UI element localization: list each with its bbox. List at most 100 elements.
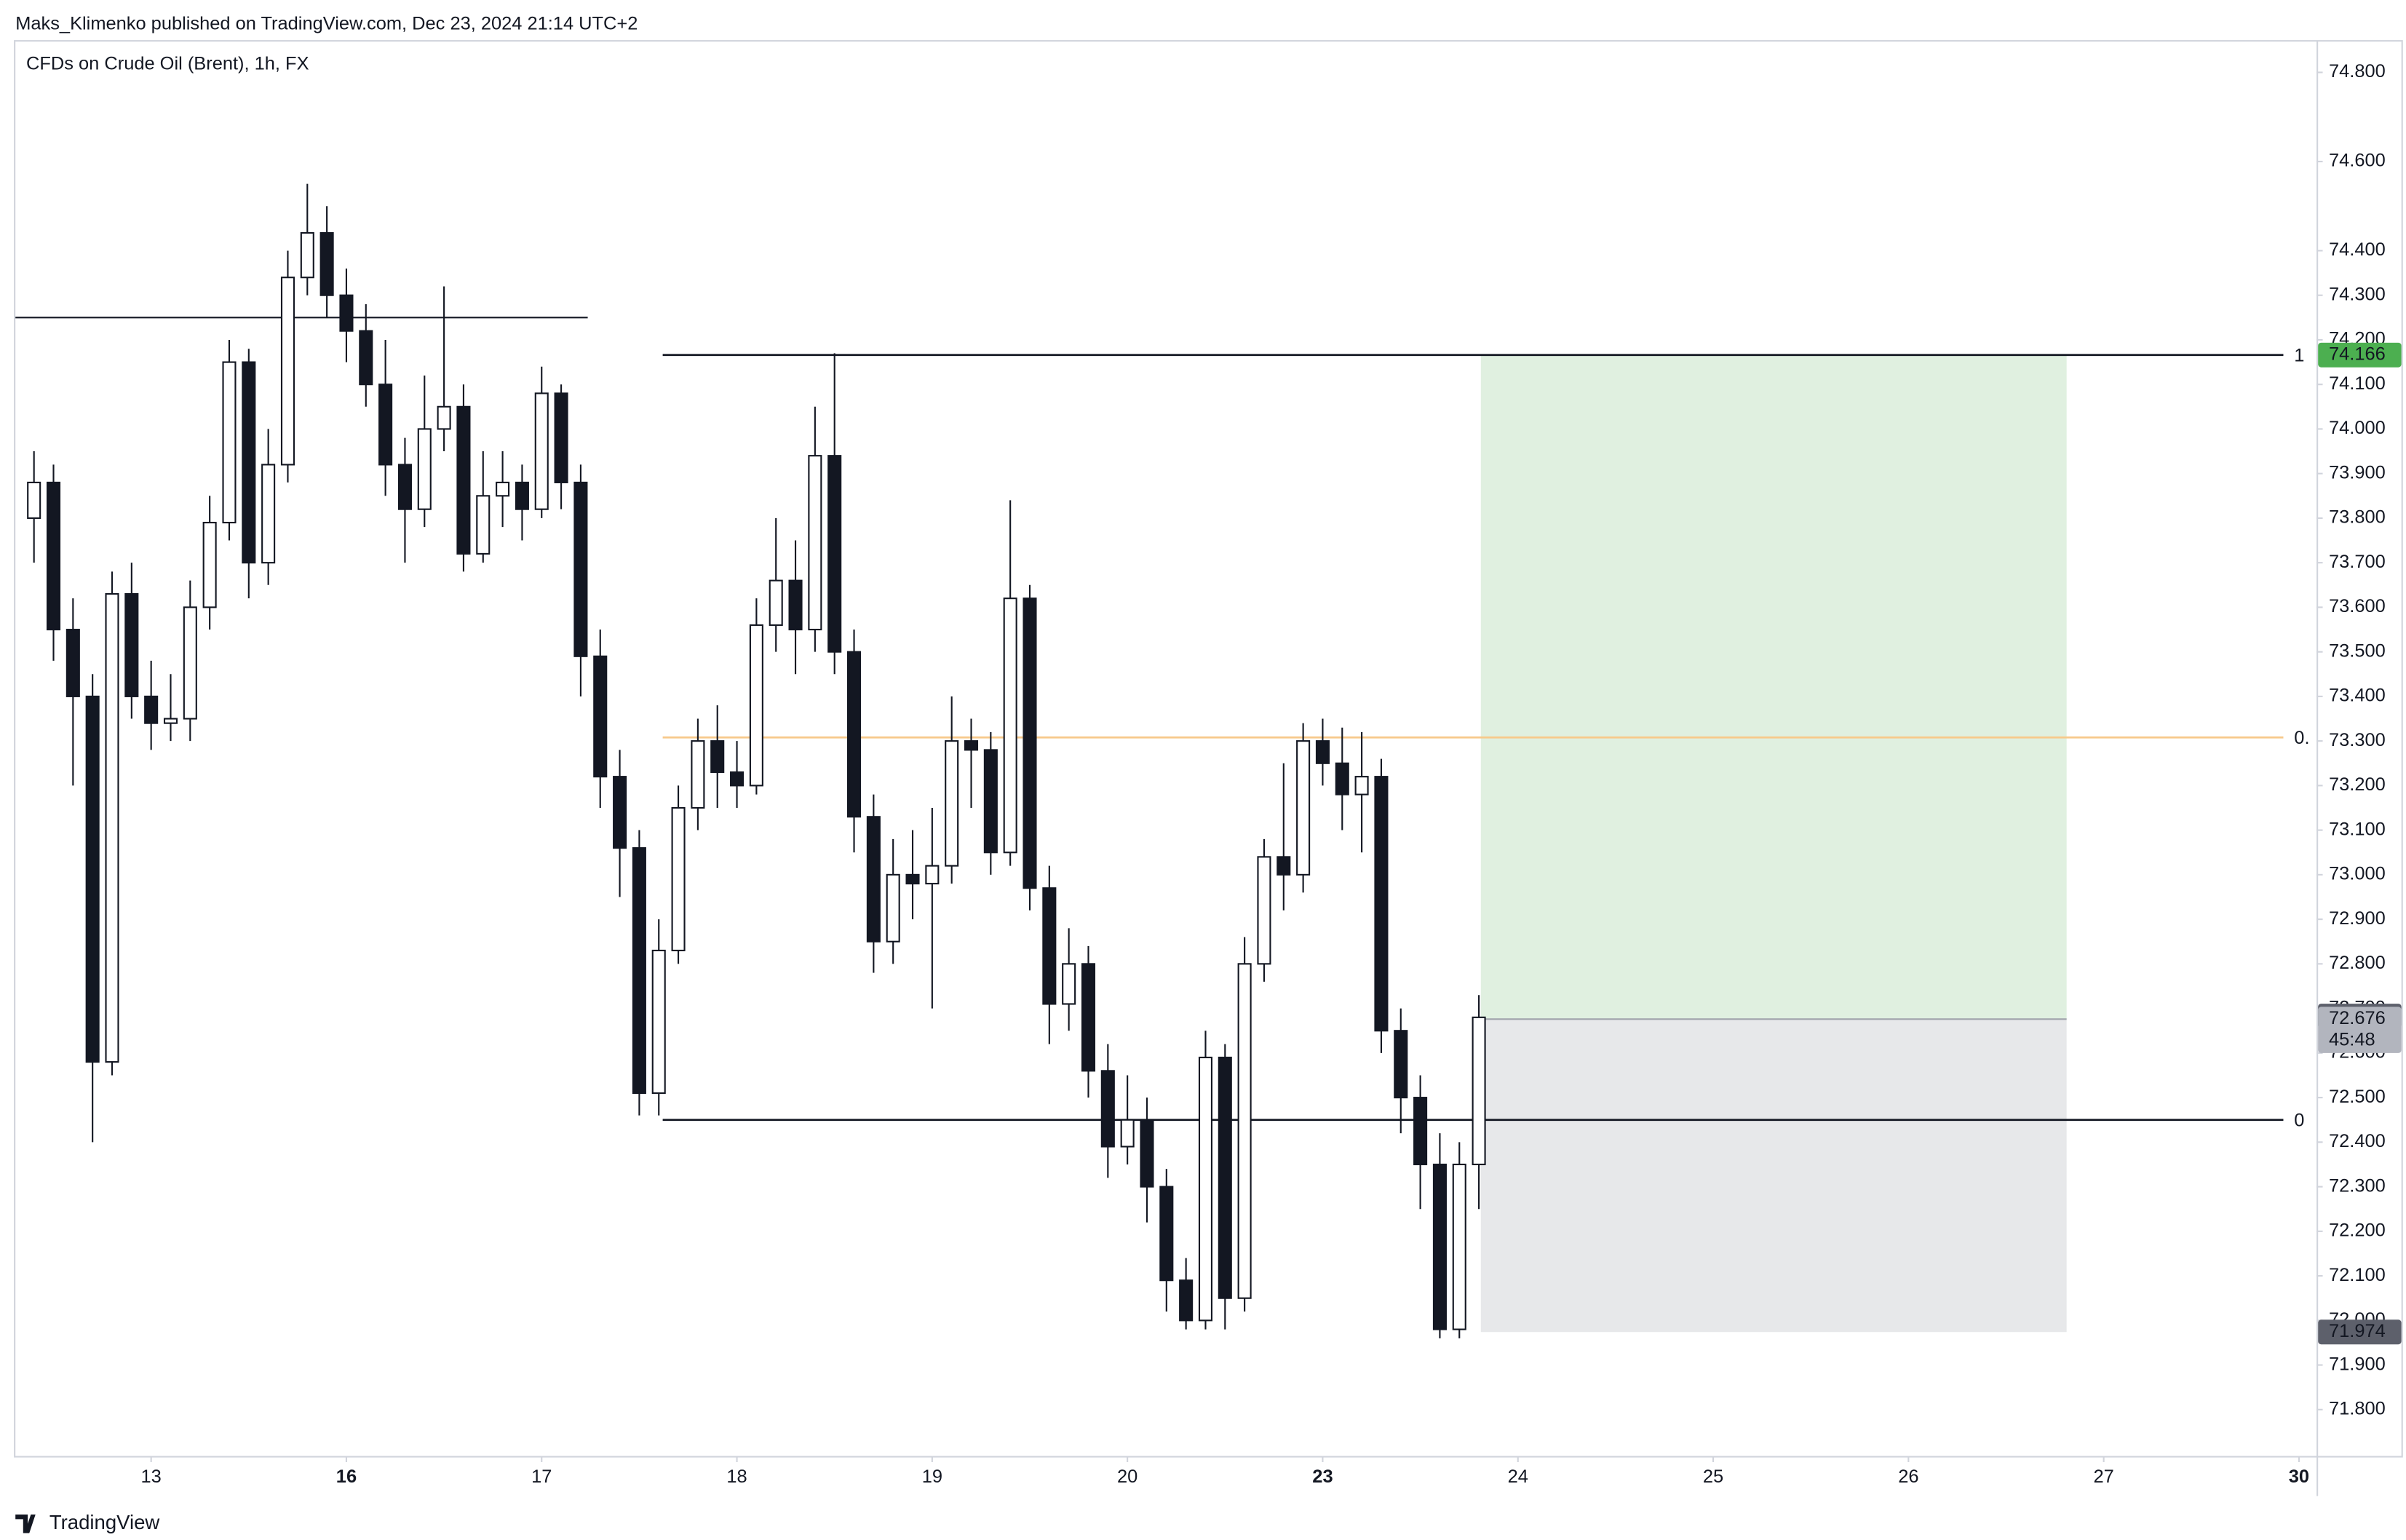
candle bbox=[651, 919, 666, 1116]
candle bbox=[515, 464, 529, 541]
y-tick-label: 73.000 bbox=[2329, 864, 2386, 884]
candle bbox=[1394, 1008, 1408, 1134]
price-badge bbox=[2318, 1007, 2402, 1053]
candle bbox=[300, 183, 314, 295]
candle bbox=[144, 660, 159, 750]
candle-body bbox=[163, 718, 178, 724]
y-tick-label: 71.900 bbox=[2329, 1354, 2386, 1374]
candle bbox=[242, 349, 256, 599]
candle bbox=[397, 437, 412, 563]
y-tick-label: 72.900 bbox=[2329, 908, 2386, 929]
candle bbox=[1277, 763, 1291, 910]
y-tick-label: 74.100 bbox=[2329, 373, 2386, 394]
candle-body bbox=[846, 651, 862, 818]
price-badge bbox=[2318, 342, 2402, 368]
candle-body bbox=[1120, 1119, 1135, 1148]
candle bbox=[496, 451, 510, 528]
candle-body bbox=[105, 592, 119, 1063]
candle bbox=[1315, 718, 1330, 786]
y-tick-label: 73.400 bbox=[2329, 686, 2386, 706]
candle bbox=[261, 429, 276, 585]
candle-body bbox=[222, 361, 237, 524]
candle-body bbox=[613, 776, 627, 849]
candle bbox=[417, 375, 432, 528]
x-tick-label: 13 bbox=[141, 1466, 162, 1487]
candle-body bbox=[144, 695, 159, 724]
candle-body bbox=[1257, 856, 1271, 965]
candle bbox=[1062, 928, 1076, 1031]
candle bbox=[27, 451, 41, 563]
y-tick-label: 74.800 bbox=[2329, 61, 2386, 82]
y-tick-label: 74.600 bbox=[2329, 151, 2386, 171]
candle-body bbox=[378, 384, 393, 466]
candle bbox=[846, 630, 862, 853]
candle bbox=[163, 674, 178, 742]
y-tick-label: 71.800 bbox=[2329, 1399, 2386, 1419]
candle-body bbox=[124, 592, 139, 697]
candle-body bbox=[1354, 776, 1369, 795]
candle bbox=[85, 674, 100, 1143]
candle bbox=[359, 303, 373, 407]
candle-body bbox=[710, 740, 725, 774]
candle-body bbox=[27, 481, 41, 519]
candle bbox=[456, 384, 471, 572]
candle bbox=[1100, 1044, 1115, 1178]
candle bbox=[378, 339, 393, 496]
candle bbox=[1452, 1142, 1466, 1338]
candle bbox=[1218, 1044, 1232, 1330]
candle-body bbox=[476, 495, 491, 555]
y-tick-label: 72.500 bbox=[2329, 1087, 2386, 1107]
candle-body bbox=[1100, 1070, 1115, 1148]
candle bbox=[1257, 838, 1271, 982]
candle-body bbox=[1023, 598, 1037, 889]
candle-body bbox=[1296, 740, 1311, 876]
frame bbox=[14, 40, 2403, 1458]
candle-body bbox=[65, 628, 80, 697]
price-badge-label: 74.166 bbox=[2329, 344, 2386, 364]
candle bbox=[124, 563, 139, 719]
candle bbox=[749, 598, 763, 795]
candle-body bbox=[456, 405, 471, 555]
symbol-title: CFDs on Crude Oil (Brent), 1h, FX bbox=[26, 54, 309, 74]
candle-body bbox=[1315, 740, 1330, 764]
x-tick-label: 30 bbox=[2289, 1466, 2309, 1487]
y-tick-label: 72.200 bbox=[2329, 1221, 2386, 1241]
x-tick-label: 16 bbox=[336, 1466, 357, 1487]
x-tick-label: 25 bbox=[1703, 1466, 1723, 1487]
candle bbox=[1472, 995, 1486, 1210]
candle bbox=[437, 286, 451, 452]
y-tick-label: 74.400 bbox=[2329, 239, 2386, 260]
candle-body bbox=[46, 481, 61, 631]
x-tick-label: 24 bbox=[1508, 1466, 1528, 1487]
candle-body bbox=[1237, 963, 1252, 1299]
y-tick-label: 72.800 bbox=[2329, 953, 2386, 973]
candle-body bbox=[183, 606, 197, 720]
candle bbox=[1237, 937, 1252, 1312]
candle-body bbox=[202, 521, 217, 608]
candle-body bbox=[1179, 1279, 1194, 1322]
candle-body bbox=[515, 481, 529, 510]
loss-zone bbox=[1480, 1019, 2067, 1333]
candle-body bbox=[280, 277, 295, 466]
candle-body bbox=[397, 464, 412, 510]
candle-body bbox=[651, 949, 666, 1095]
candle bbox=[613, 750, 627, 897]
candle-body bbox=[242, 361, 256, 564]
candle-body bbox=[1277, 856, 1291, 876]
y-tick-label: 73.100 bbox=[2329, 819, 2386, 839]
fib-label: 1 bbox=[2294, 346, 2304, 366]
candle bbox=[886, 838, 900, 964]
candle-body bbox=[866, 816, 881, 942]
candle-body bbox=[573, 481, 588, 657]
candle bbox=[105, 571, 119, 1076]
candle bbox=[1159, 1169, 1174, 1312]
header: Maks_Klimenko published on TradingView.c… bbox=[15, 14, 638, 34]
candle bbox=[730, 741, 745, 809]
candle-body bbox=[808, 455, 822, 631]
candle bbox=[1374, 758, 1389, 1053]
candle-body bbox=[925, 865, 940, 885]
candle bbox=[983, 731, 998, 875]
candle-body bbox=[319, 231, 334, 296]
candle-body bbox=[496, 481, 510, 497]
footer: TradingView bbox=[49, 1511, 160, 1533]
